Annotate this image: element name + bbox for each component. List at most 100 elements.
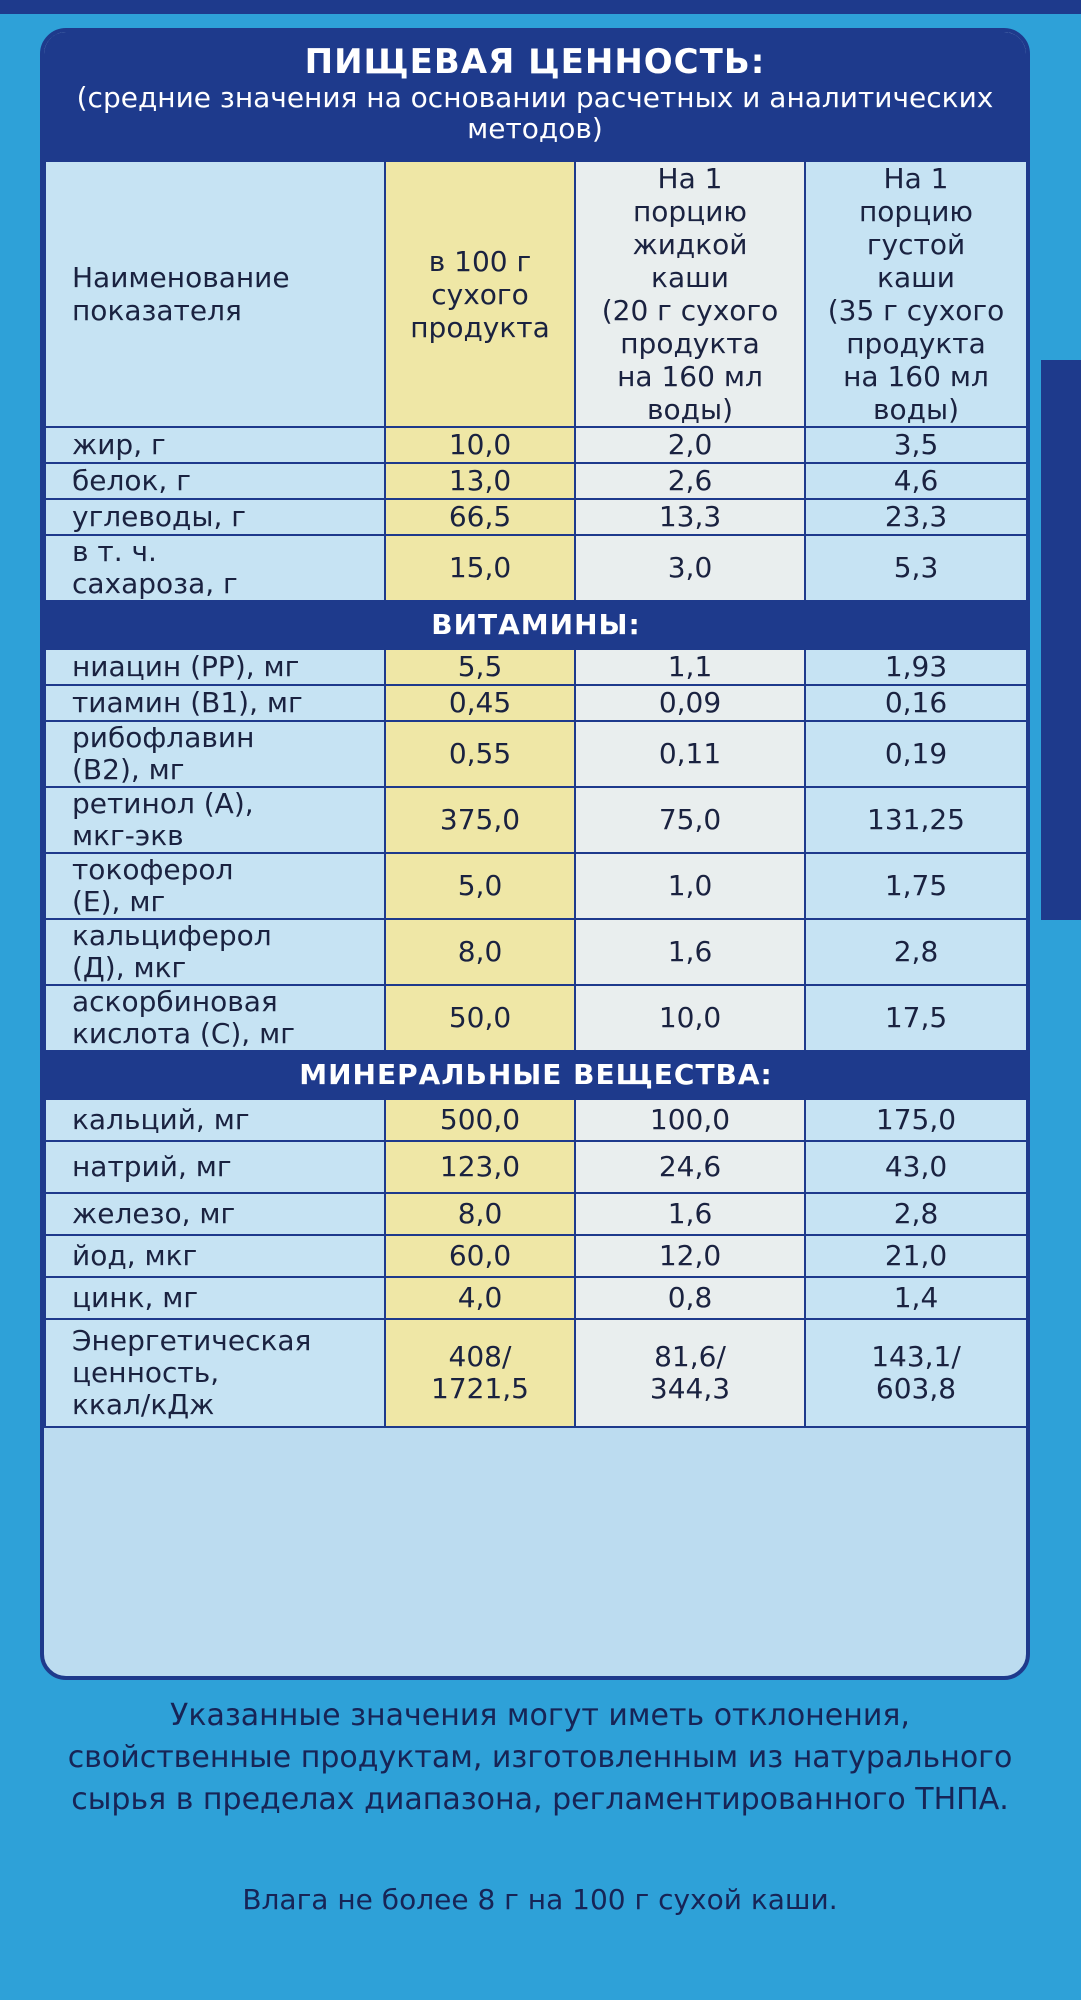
nutrient-name: кальциферол (Д), мкг <box>44 918 386 986</box>
table-row: ретинол (А), мкг-экв 375,0 75,0 131,25 <box>44 786 1026 854</box>
nutrient-name: рибофлавин (B2), мг <box>44 720 386 788</box>
column-header-liquid-portion: На 1 порцию жидкой каши (20 г сухого про… <box>574 160 806 428</box>
table-row: в т. ч. сахароза, г 15,0 3,0 5,3 <box>44 534 1026 602</box>
panel-title: ПИЩЕВАЯ ЦЕННОСТЬ: <box>304 42 766 82</box>
value-liquid-portion: 0,11 <box>574 720 806 788</box>
value-per-100g: 60,0 <box>384 1234 576 1278</box>
value-per-100g: 500,0 <box>384 1098 576 1142</box>
value-thick-portion: 3,5 <box>804 426 1026 464</box>
nutrient-name: йод, мкг <box>44 1234 386 1278</box>
value-per-100g: 123,0 <box>384 1140 576 1194</box>
value-liquid-portion: 0,09 <box>574 684 806 722</box>
value-liquid-portion: 75,0 <box>574 786 806 854</box>
value-thick-portion: 0,19 <box>804 720 1026 788</box>
value-per-100g: 8,0 <box>384 918 576 986</box>
table-row: токоферол (Е), мг 5,0 1,0 1,75 <box>44 852 1026 920</box>
value-per-100g: 8,0 <box>384 1192 576 1236</box>
nutrition-table: Наименование показателя в 100 г сухого п… <box>44 160 1026 1428</box>
minerals-section-title-row: МИНЕРАЛЬНЫЕ ВЕЩЕСТВА: <box>44 1050 1026 1100</box>
value-thick-portion: 1,4 <box>804 1276 1026 1320</box>
value-thick-portion: 143,1/ 603,8 <box>804 1318 1026 1428</box>
table-row: рибофлавин (B2), мг 0,55 0,11 0,19 <box>44 720 1026 788</box>
nutrient-name: натрий, мг <box>44 1140 386 1194</box>
value-liquid-portion: 0,8 <box>574 1276 806 1320</box>
value-liquid-portion: 1,0 <box>574 852 806 920</box>
value-per-100g: 375,0 <box>384 786 576 854</box>
value-per-100g: 10,0 <box>384 426 576 464</box>
table-row: кальциферол (Д), мкг 8,0 1,6 2,8 <box>44 918 1026 986</box>
value-per-100g: 5,0 <box>384 852 576 920</box>
table-row: кальций, мг 500,0 100,0 175,0 <box>44 1098 1026 1142</box>
nutrient-name: в т. ч. сахароза, г <box>44 534 386 602</box>
value-liquid-portion: 13,3 <box>574 498 806 536</box>
column-header-name: Наименование показателя <box>44 160 386 428</box>
value-thick-portion: 17,5 <box>804 984 1026 1052</box>
value-per-100g: 50,0 <box>384 984 576 1052</box>
panel-subtitle: (средние значения на основании расчетных… <box>76 81 994 145</box>
value-liquid-portion: 1,6 <box>574 918 806 986</box>
table-header-row: Наименование показателя в 100 г сухого п… <box>44 160 1026 428</box>
nutrient-name: белок, г <box>44 462 386 500</box>
value-per-100g: 0,45 <box>384 684 576 722</box>
table-row: ниацин (РР), мг 5,5 1,1 1,93 <box>44 648 1026 686</box>
value-liquid-portion: 3,0 <box>574 534 806 602</box>
value-per-100g: 13,0 <box>384 462 576 500</box>
table-row: аскорбиновая кислота (С), мг 50,0 10,0 17,5 <box>44 984 1026 1052</box>
moisture-note: Влага не более 8 г на 100 г сухой каши. <box>242 1883 838 1916</box>
nutrition-panel: ПИЩЕВАЯ ЦЕННОСТЬ: (средние значения на о… <box>40 28 1030 1680</box>
vitamins-section-title: ВИТАМИНЫ: <box>44 600 1026 650</box>
value-liquid-portion: 2,0 <box>574 426 806 464</box>
table-row: белок, г 13,0 2,6 4,6 <box>44 462 1026 500</box>
value-thick-portion: 0,16 <box>804 684 1026 722</box>
value-liquid-portion: 1,1 <box>574 648 806 686</box>
nutrient-name: токоферол (Е), мг <box>44 852 386 920</box>
table-row: жир, г 10,0 2,0 3,5 <box>44 426 1026 464</box>
nutrient-name: Энергетическая ценность, ккал/кДж <box>44 1318 386 1428</box>
deviation-note: Указанные значения могут иметь отклонени… <box>67 1698 1013 1817</box>
value-per-100g: 15,0 <box>384 534 576 602</box>
value-thick-portion: 2,8 <box>804 918 1026 986</box>
table-row: углеводы, г 66,5 13,3 23,3 <box>44 498 1026 536</box>
value-thick-portion: 2,8 <box>804 1192 1026 1236</box>
value-thick-portion: 43,0 <box>804 1140 1026 1194</box>
value-thick-portion: 1,93 <box>804 648 1026 686</box>
table-row: йод, мкг 60,0 12,0 21,0 <box>44 1234 1026 1278</box>
value-per-100g: 66,5 <box>384 498 576 536</box>
panel-header: ПИЩЕВАЯ ЦЕННОСТЬ: (средние значения на о… <box>44 32 1026 160</box>
value-thick-portion: 175,0 <box>804 1098 1026 1142</box>
value-thick-portion: 4,6 <box>804 462 1026 500</box>
value-per-100g: 0,55 <box>384 720 576 788</box>
minerals-section-title: МИНЕРАЛЬНЫЕ ВЕЩЕСТВА: <box>44 1050 1026 1100</box>
value-liquid-portion: 1,6 <box>574 1192 806 1236</box>
table-row: натрий, мг 123,0 24,6 43,0 <box>44 1140 1026 1194</box>
nutrient-name: кальций, мг <box>44 1098 386 1142</box>
nutrient-name: аскорбиновая кислота (С), мг <box>44 984 386 1052</box>
value-thick-portion: 21,0 <box>804 1234 1026 1278</box>
value-liquid-portion: 100,0 <box>574 1098 806 1142</box>
table-row: тиамин (B1), мг 0,45 0,09 0,16 <box>44 684 1026 722</box>
table-row: Энергетическая ценность, ккал/кДж 408/ 17… <box>44 1318 1026 1428</box>
nutrient-name: ретинол (А), мкг-экв <box>44 786 386 854</box>
nutrient-name: углеводы, г <box>44 498 386 536</box>
top-edge-decoration <box>0 0 1081 14</box>
nutrient-name: ниацин (РР), мг <box>44 648 386 686</box>
value-per-100g: 4,0 <box>384 1276 576 1320</box>
value-thick-portion: 23,3 <box>804 498 1026 536</box>
value-thick-portion: 5,3 <box>804 534 1026 602</box>
value-per-100g: 5,5 <box>384 648 576 686</box>
value-liquid-portion: 12,0 <box>574 1234 806 1278</box>
column-header-per100: в 100 г сухого продукта <box>384 160 576 428</box>
value-liquid-portion: 81,6/ 344,3 <box>574 1318 806 1428</box>
value-liquid-portion: 10,0 <box>574 984 806 1052</box>
value-per-100g: 408/ 1721,5 <box>384 1318 576 1428</box>
table-row: железо, мг 8,0 1,6 2,8 <box>44 1192 1026 1236</box>
side-stripe-decoration <box>1041 360 1081 920</box>
value-thick-portion: 1,75 <box>804 852 1026 920</box>
nutrient-name: тиамин (B1), мг <box>44 684 386 722</box>
nutrient-name: цинк, мг <box>44 1276 386 1320</box>
table-row: цинк, мг 4,0 0,8 1,4 <box>44 1276 1026 1320</box>
vitamins-section-title-row: ВИТАМИНЫ: <box>44 600 1026 650</box>
column-header-thick-portion: На 1 порцию густой каши (35 г сухого про… <box>804 160 1026 428</box>
value-liquid-portion: 24,6 <box>574 1140 806 1194</box>
nutrient-name: жир, г <box>44 426 386 464</box>
